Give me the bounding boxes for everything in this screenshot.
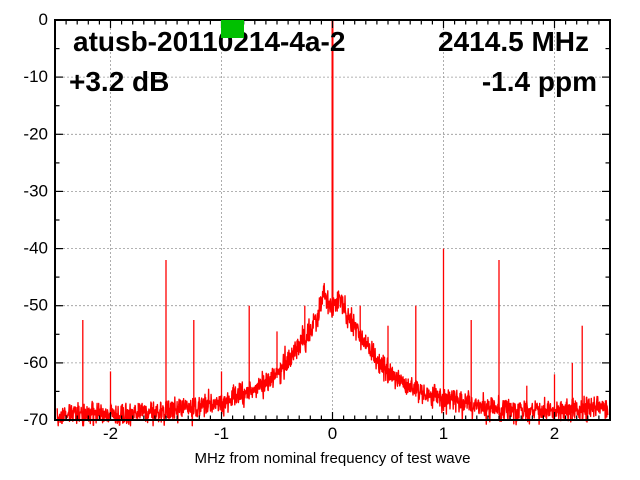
svg-text:-30: -30 [23, 181, 48, 200]
svg-text:MHz from nominal frequency of: MHz from nominal frequency of test wave [195, 450, 471, 467]
svg-text:-60: -60 [23, 353, 48, 372]
svg-text:-10: -10 [23, 67, 48, 86]
svg-text:-20: -20 [23, 124, 48, 143]
svg-text:+3.2 dB: +3.2 dB [69, 66, 169, 97]
svg-text:0: 0 [39, 10, 48, 29]
svg-text:-40: -40 [23, 239, 48, 258]
svg-text:-50: -50 [23, 296, 48, 315]
svg-text:1: 1 [439, 424, 448, 443]
svg-text:2414.5 MHz: 2414.5 MHz [438, 26, 589, 57]
svg-text:atusb-20110214-4a-2: atusb-20110214-4a-2 [73, 26, 345, 57]
svg-text:-2: -2 [103, 424, 118, 443]
svg-text:-1.4 ppm: -1.4 ppm [482, 66, 597, 97]
svg-text:2: 2 [550, 424, 559, 443]
svg-text:-1: -1 [214, 424, 229, 443]
svg-text:0: 0 [328, 424, 337, 443]
svg-text:-70: -70 [23, 410, 48, 429]
